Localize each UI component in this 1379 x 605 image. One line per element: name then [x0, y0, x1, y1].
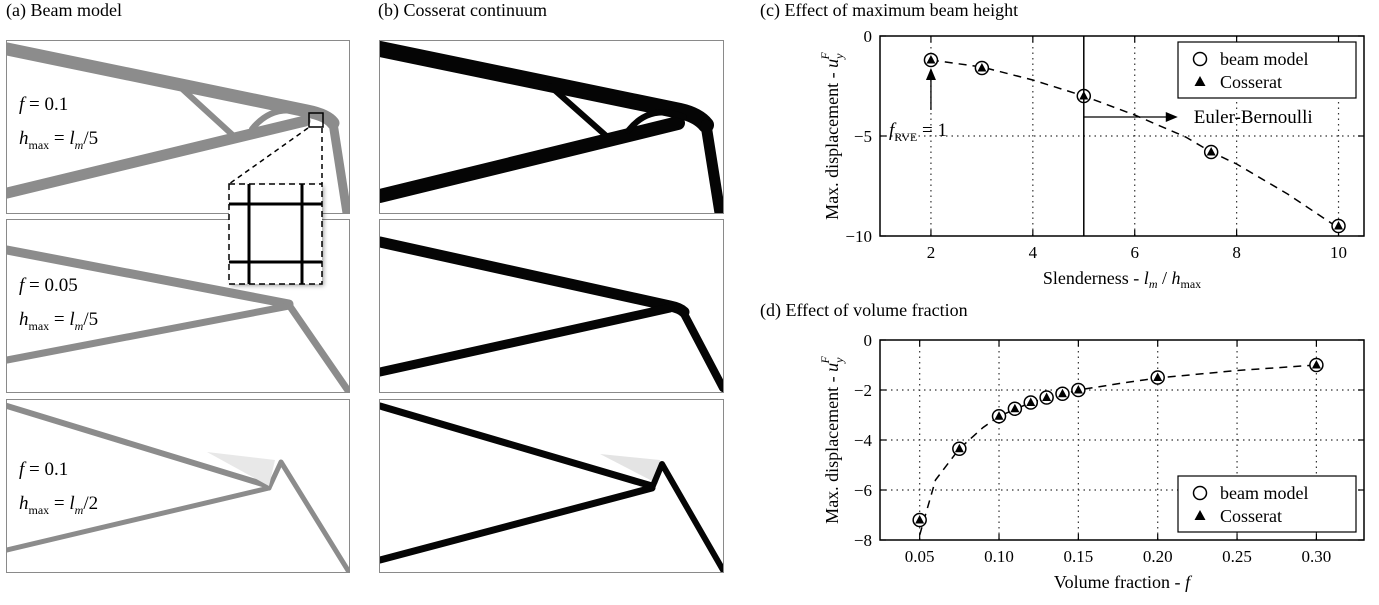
x-axis-label-h: h [1172, 268, 1181, 288]
y-axis-label: Max. displacement - uyF [818, 52, 846, 220]
euler-bernoulli-label: Euler-Bernoulli [1194, 107, 1313, 128]
y-axis-label-sub-y: y [832, 53, 846, 60]
x-axis-label-slash: / [1157, 268, 1171, 288]
data-point-cosserat [977, 63, 987, 72]
legend-label-beam-model: beam model [1220, 49, 1308, 69]
data-point-cosserat [1026, 397, 1036, 406]
beam-label-h-1: hmax = lm/5 [19, 128, 99, 152]
data-point-cosserat [1042, 392, 1052, 401]
y-axis-label-u: u [822, 363, 842, 372]
y-axis-label-main: Max. displacement - [822, 68, 842, 220]
cosserat-topology-1-drawing [380, 41, 723, 213]
x-axis-label-main: Volume fraction - [1054, 572, 1185, 592]
y-tick-label: −5 [854, 127, 872, 146]
y-tick-label: 0 [864, 331, 873, 350]
data-point-cosserat [915, 515, 925, 524]
cosserat-topology-2 [379, 219, 724, 393]
fRVE-sub: RVE [894, 130, 917, 144]
x-axis-label-main: Slenderness - [1043, 268, 1144, 288]
beam-topology-2-drawing [7, 245, 349, 392]
x-tick-label: 0.20 [1143, 547, 1173, 566]
x-tick-label: 0.25 [1222, 547, 1252, 566]
cosserat-topology-1 [379, 40, 724, 214]
panel-b-title: (b) Cosserat continuum [378, 0, 547, 20]
data-point-cosserat [1057, 388, 1067, 398]
y-axis-label-u: u [822, 59, 842, 68]
y-tick-label: 0 [864, 27, 873, 46]
x-axis-label-f: f [1185, 572, 1193, 592]
y-axis-label-sup-F: F [818, 52, 832, 61]
panel-c-title: (c) Effect of maximum beam height [760, 0, 1019, 20]
euler-arrow-head [1165, 112, 1178, 122]
cosserat-topology-2-drawing [380, 236, 723, 392]
chart-c-max-beam-height: 2 4 6 8 10 0 −5 −10 Slenderness - lm / hmax Max. … [818, 27, 1365, 291]
data-point-cosserat [1073, 385, 1083, 394]
x-tick-label: 6 [1130, 243, 1139, 262]
x-axis-label-l: l [1144, 268, 1149, 288]
beam-label-f-1: f = 0.1 [19, 94, 69, 115]
legend-box [1177, 41, 1357, 99]
beam-model-topology-1: f = 0.1 hmax = lm/5 [6, 40, 350, 214]
beam-label-h-2: hmax = lm/5 [19, 309, 99, 333]
beam-label-f-2: f = 0.05 [19, 275, 78, 296]
y-axis-label-main: Max. displacement - [822, 372, 842, 524]
x-tick-label: 0.05 [905, 547, 935, 566]
fRVE-annotation: fRVE = 1 [889, 120, 947, 144]
y-tick-label: −8 [854, 531, 872, 550]
y-axis-label: Max. displacement - uyF [818, 356, 846, 524]
data-point-cosserat [1311, 360, 1321, 369]
data-point-cosserat [1153, 372, 1163, 381]
x-tick-label: 0.15 [1063, 547, 1093, 566]
panel-a-title: (a) Beam model [6, 0, 122, 20]
fRVE-arrow-head [925, 68, 936, 80]
cosserat-topology-3 [379, 399, 724, 573]
data-point-cosserat [954, 443, 964, 453]
data-point-cosserat [926, 55, 936, 64]
x-tick-label: 2 [927, 243, 936, 262]
x-tick-label: 8 [1232, 243, 1241, 262]
beam-topology-1-drawing [7, 42, 349, 213]
legend-marker-beam-model [1192, 485, 1208, 501]
x-axis-label: Volume fraction - f [1054, 572, 1193, 592]
data-point-cosserat [1206, 147, 1216, 156]
x-axis-label: Slenderness - lm / hmax [1043, 268, 1201, 291]
y-axis-label-sup-F: F [818, 356, 832, 365]
fit-curve [930, 59, 1339, 229]
x-tick-label: 4 [1029, 243, 1038, 262]
x-tick-label: 0.10 [984, 547, 1014, 566]
beam-model-topology-3: f = 0.1 hmax = lm/2 [6, 399, 350, 573]
fRVE-sym: f [889, 120, 897, 141]
legend-marker-beam-model [1192, 51, 1208, 67]
data-point-cosserat [994, 411, 1004, 420]
legend-label-cosserat: Cosserat [1220, 72, 1282, 92]
legend-box [1177, 475, 1357, 533]
beam-label-h-3: hmax = lm/2 [19, 493, 99, 517]
fRVE-val: = 1 [917, 120, 947, 141]
x-axis-label-sub-max: max [1181, 277, 1202, 291]
panel-d-title: (d) Effect of volume fraction [760, 300, 968, 320]
cosserat-topology-3-drawing [380, 402, 723, 572]
y-axis-label-sub-y: y [832, 357, 846, 364]
legend-marker-cosserat [1194, 510, 1206, 520]
y-tick-label: −10 [845, 227, 872, 246]
legend-marker-cosserat [1194, 76, 1206, 86]
y-tick-label: −6 [854, 481, 872, 500]
beam-topology-3-drawing [7, 403, 349, 572]
beam-label-f-3: f = 0.1 [19, 459, 69, 480]
x-tick-label: 0.30 [1302, 547, 1332, 566]
x-tick-label: 10 [1330, 243, 1347, 262]
legend-label-beam-model: beam model [1220, 483, 1308, 503]
data-point-cosserat [1010, 403, 1020, 413]
legend-label-cosserat: Cosserat [1220, 506, 1282, 526]
x-axis-label-sub-m: m [1149, 277, 1158, 291]
data-point-cosserat [1334, 221, 1344, 230]
y-tick-label: −4 [854, 431, 873, 450]
y-tick-label: −2 [854, 381, 872, 400]
